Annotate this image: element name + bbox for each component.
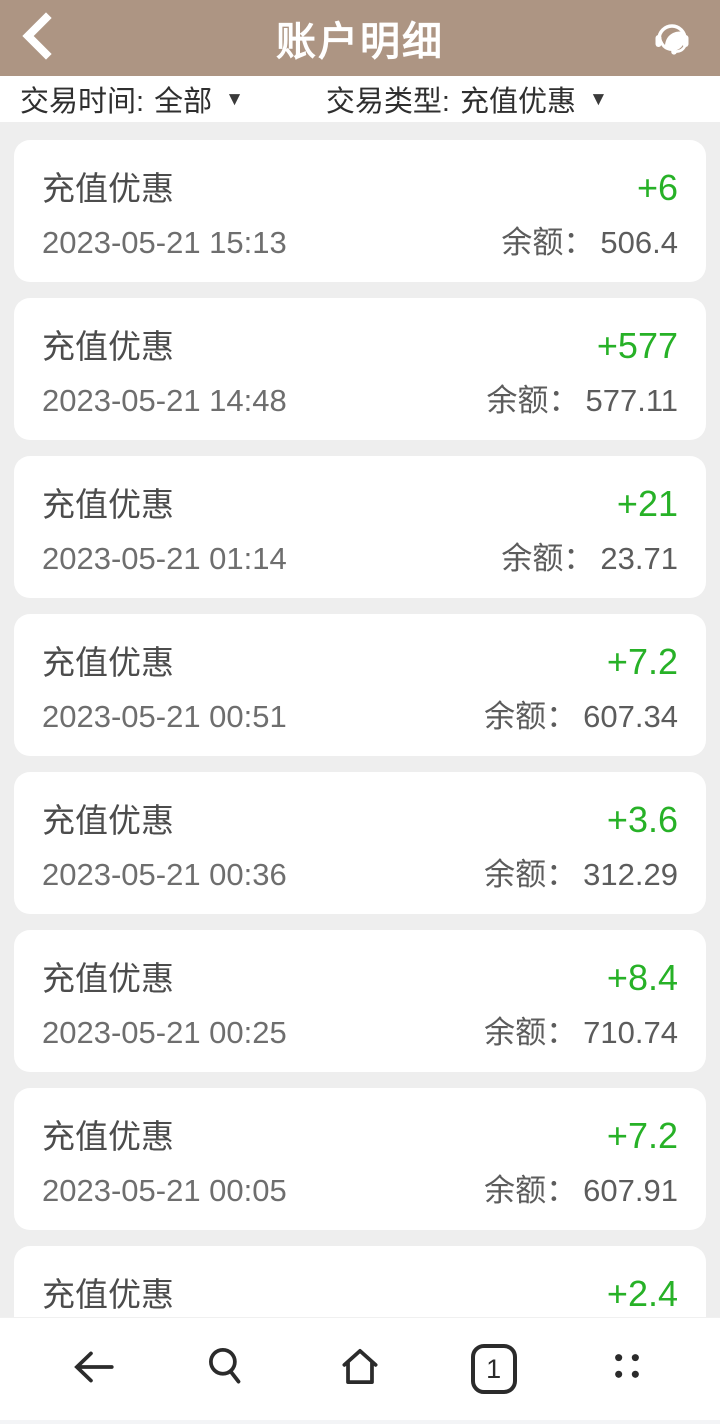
nav-tabs-button[interactable]: 1	[464, 1339, 524, 1399]
filter-type-label: 交易类型:	[325, 86, 450, 118]
nav-menu-button[interactable]	[597, 1339, 657, 1399]
transaction-type: 充值优惠	[42, 1276, 174, 1313]
transaction-list[interactable]: 充值优惠 +6 2023-05-21 15:13 余额： 506.4 充值优惠 +…	[0, 122, 720, 1318]
transaction-amount: +6	[636, 167, 678, 208]
tabs-icon: 1	[470, 1344, 517, 1394]
balance-value: 506.4	[600, 225, 678, 260]
transaction-amount: +3.6	[606, 799, 678, 840]
transaction-type: 充值优惠	[42, 802, 174, 839]
transaction-datetime: 2023-05-21 00:05	[42, 1173, 287, 1208]
balance-label: 余额：	[484, 699, 578, 734]
transaction-card[interactable]: 充值优惠 +577 2023-05-21 14:48 余额： 577.11	[14, 298, 706, 440]
transaction-type: 充值优惠	[42, 644, 174, 681]
customer-service-button[interactable]	[642, 0, 702, 76]
transaction-amount: +7.2	[606, 641, 678, 682]
transaction-amount: +577	[596, 325, 678, 366]
transaction-amount: +21	[616, 483, 678, 524]
nav-back-button[interactable]	[63, 1339, 123, 1399]
caret-down-icon: ▼	[225, 89, 244, 110]
filter-bar: 交易时间: 全部 ▼ 交易类型: 充值优惠 ▼	[0, 76, 720, 122]
balance-label: 余额：	[484, 857, 578, 892]
arrow-left-icon	[68, 1342, 118, 1397]
balance-label: 余额：	[484, 1173, 578, 1208]
transaction-card[interactable]: 充值优惠 +6 2023-05-21 15:13 余额： 506.4	[14, 140, 706, 282]
transaction-card[interactable]: 充值优惠 +7.2 2023-05-21 00:51 余额： 607.34	[14, 614, 706, 756]
transaction-amount: +7.2	[606, 1115, 678, 1156]
transaction-balance: 余额： 607.34	[484, 691, 678, 736]
transaction-type: 充值优惠	[42, 170, 174, 207]
tab-count: 1	[486, 1353, 502, 1384]
transaction-card[interactable]: 充值优惠 +3.6 2023-05-21 00:36 余额： 312.29	[14, 772, 706, 914]
transaction-datetime: 2023-05-21 00:36	[42, 857, 287, 892]
balance-label: 余额：	[501, 541, 595, 576]
search-icon	[201, 1342, 251, 1397]
transaction-balance: 余额： 312.29	[484, 849, 678, 894]
page-title: 账户明细	[276, 20, 444, 64]
transaction-amount: +2.4	[606, 1273, 678, 1314]
nav-search-button[interactable]	[196, 1339, 256, 1399]
balance-label: 余额：	[484, 1015, 578, 1050]
transaction-balance: 余额： 23.71	[501, 533, 678, 578]
transaction-datetime: 2023-05-21 00:51	[42, 699, 287, 734]
bottom-edge-strip	[0, 1420, 720, 1424]
balance-value: 23.71	[600, 541, 678, 576]
transaction-amount: +8.4	[606, 957, 678, 998]
transaction-type: 充值优惠	[42, 1118, 174, 1155]
transaction-datetime: 2023-05-21 01:14	[42, 541, 287, 576]
chevron-left-icon	[20, 11, 54, 65]
filter-time-label: 交易时间:	[20, 86, 145, 118]
balance-label: 余额：	[486, 383, 580, 418]
transaction-datetime: 2023-05-21 15:13	[42, 225, 287, 260]
transaction-balance: 余额： 577.11	[486, 375, 678, 420]
transaction-card[interactable]: 充值优惠 +8.4 2023-05-21 00:25 余额： 710.74	[14, 930, 706, 1072]
balance-value: 312.29	[583, 857, 678, 892]
app-header: 账户明细	[0, 0, 720, 76]
transaction-card[interactable]: 充值优惠 +7.2 2023-05-21 00:05 余额： 607.91	[14, 1088, 706, 1230]
transaction-balance: 余额： 607.91	[484, 1165, 678, 1210]
transaction-type: 充值优惠	[42, 328, 174, 365]
filter-time-value: 全部	[154, 86, 213, 118]
transaction-card[interactable]: 充值优惠 +2.4	[14, 1246, 706, 1318]
balance-value: 710.74	[583, 1015, 678, 1050]
filter-type-value: 充值优惠	[459, 86, 576, 118]
balance-value: 577.11	[585, 383, 678, 418]
customer-service-icon	[648, 12, 696, 65]
home-icon	[335, 1342, 385, 1397]
balance-value: 607.91	[583, 1173, 678, 1208]
transaction-balance: 余额： 710.74	[484, 1007, 678, 1052]
filter-transaction-time[interactable]: 交易时间: 全部 ▼	[20, 78, 244, 120]
transaction-balance: 余额： 506.4	[501, 217, 678, 262]
browser-nav-bar: 1	[0, 1317, 720, 1420]
filter-transaction-type[interactable]: 交易类型: 充值优惠 ▼	[326, 78, 608, 120]
nav-home-button[interactable]	[330, 1339, 390, 1399]
transaction-type: 充值优惠	[42, 960, 174, 997]
transaction-type: 充值优惠	[42, 486, 174, 523]
menu-dots-icon	[602, 1342, 652, 1397]
transaction-card[interactable]: 充值优惠 +21 2023-05-21 01:14 余额： 23.71	[14, 456, 706, 598]
back-button[interactable]	[20, 0, 80, 76]
transaction-datetime: 2023-05-21 00:25	[42, 1015, 287, 1050]
balance-label: 余额：	[501, 225, 595, 260]
balance-value: 607.34	[583, 699, 678, 734]
caret-down-icon: ▼	[588, 89, 608, 110]
transaction-datetime: 2023-05-21 14:48	[42, 383, 287, 418]
